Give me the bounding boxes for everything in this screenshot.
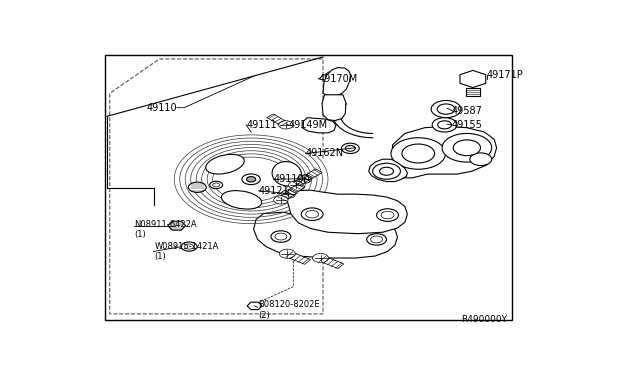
Circle shape: [346, 145, 355, 151]
Circle shape: [281, 190, 296, 198]
Text: B08120-8202E
(2): B08120-8202E (2): [259, 301, 320, 320]
Circle shape: [381, 211, 394, 219]
Circle shape: [246, 177, 256, 182]
Circle shape: [367, 234, 387, 245]
Text: 49111: 49111: [246, 120, 276, 130]
Polygon shape: [323, 68, 351, 96]
Text: 49110: 49110: [146, 103, 177, 113]
Circle shape: [274, 196, 288, 204]
Circle shape: [242, 174, 260, 185]
Circle shape: [275, 233, 287, 240]
Polygon shape: [317, 256, 344, 269]
Circle shape: [312, 253, 328, 263]
Polygon shape: [460, 70, 486, 87]
Polygon shape: [285, 183, 305, 196]
Circle shape: [391, 138, 445, 169]
Circle shape: [470, 153, 492, 166]
Bar: [105, 55, 511, 320]
Polygon shape: [466, 87, 480, 96]
Polygon shape: [322, 95, 346, 121]
Circle shape: [341, 143, 359, 154]
Circle shape: [438, 121, 451, 129]
Text: 49121: 49121: [259, 186, 289, 196]
Circle shape: [432, 118, 457, 132]
Text: 49587: 49587: [452, 106, 483, 116]
Text: 49110A: 49110A: [273, 174, 310, 184]
Circle shape: [271, 231, 291, 242]
Circle shape: [437, 104, 455, 114]
Circle shape: [278, 121, 293, 129]
Circle shape: [280, 249, 295, 258]
Ellipse shape: [221, 190, 262, 209]
Circle shape: [376, 209, 399, 221]
Polygon shape: [267, 114, 289, 127]
Polygon shape: [285, 251, 310, 264]
Text: 49170M: 49170M: [318, 74, 357, 84]
Circle shape: [210, 181, 223, 189]
Polygon shape: [253, 212, 397, 258]
Text: 49162N: 49162N: [306, 148, 344, 158]
Circle shape: [181, 242, 197, 251]
Ellipse shape: [272, 161, 301, 186]
Circle shape: [297, 175, 311, 183]
Circle shape: [172, 134, 330, 225]
Text: 49149M: 49149M: [288, 120, 328, 130]
Text: R490000Y: R490000Y: [461, 315, 508, 324]
Polygon shape: [302, 118, 336, 133]
Text: N08911-6422A
(1): N08911-6422A (1): [134, 220, 197, 239]
Ellipse shape: [206, 154, 244, 174]
Polygon shape: [301, 169, 322, 181]
Polygon shape: [369, 159, 408, 182]
Polygon shape: [292, 174, 312, 187]
Circle shape: [371, 236, 383, 243]
Circle shape: [372, 163, 401, 179]
Circle shape: [301, 208, 323, 221]
Circle shape: [453, 140, 481, 155]
Circle shape: [306, 211, 319, 218]
Polygon shape: [278, 189, 298, 202]
Circle shape: [185, 244, 193, 249]
Circle shape: [431, 100, 461, 118]
Text: W08915-1421A
(1): W08915-1421A (1): [154, 242, 219, 261]
Circle shape: [212, 183, 220, 187]
Circle shape: [188, 182, 206, 192]
Polygon shape: [287, 190, 408, 234]
Polygon shape: [168, 221, 186, 230]
Circle shape: [442, 134, 492, 162]
Circle shape: [289, 181, 303, 189]
Text: 49171P: 49171P: [486, 70, 524, 80]
Polygon shape: [392, 126, 497, 178]
Circle shape: [402, 144, 435, 163]
Polygon shape: [247, 302, 262, 310]
Text: 49155: 49155: [452, 120, 483, 130]
Circle shape: [380, 167, 394, 175]
